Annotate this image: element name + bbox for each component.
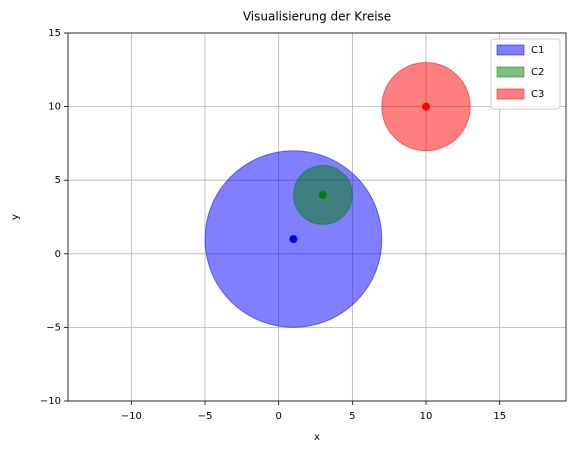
legend-swatch [496,88,525,100]
x-axis-label: x [314,432,320,443]
chart-title: Visualisierung der Kreise [243,10,391,24]
center-point [318,190,327,199]
plot-frame [67,32,567,402]
legend-label: C3 [531,89,544,100]
legend-swatch [496,44,525,56]
y-tick-label: −5 [46,322,61,333]
y-tick-label: 0 [55,249,61,260]
x-tick-label: 5 [349,411,355,422]
center-point [422,102,431,111]
y-tick-label: −10 [40,396,61,407]
y-tick-label: 10 [48,102,61,113]
y-tick-label: 15 [48,28,61,39]
legend-swatch [496,66,525,78]
x-tick-label: 10 [420,411,433,422]
y-tick-label: 5 [55,175,61,186]
center-point [289,235,298,244]
plot-area [204,61,471,328]
x-tick-label: −5 [198,411,213,422]
x-tick-label: 0 [276,411,282,422]
y-axis-label: y [10,214,21,220]
x-tick-label: −10 [121,411,142,422]
legend-label: C2 [531,67,544,78]
x-tick-label: 15 [493,411,506,422]
legend-label: C1 [531,45,544,56]
